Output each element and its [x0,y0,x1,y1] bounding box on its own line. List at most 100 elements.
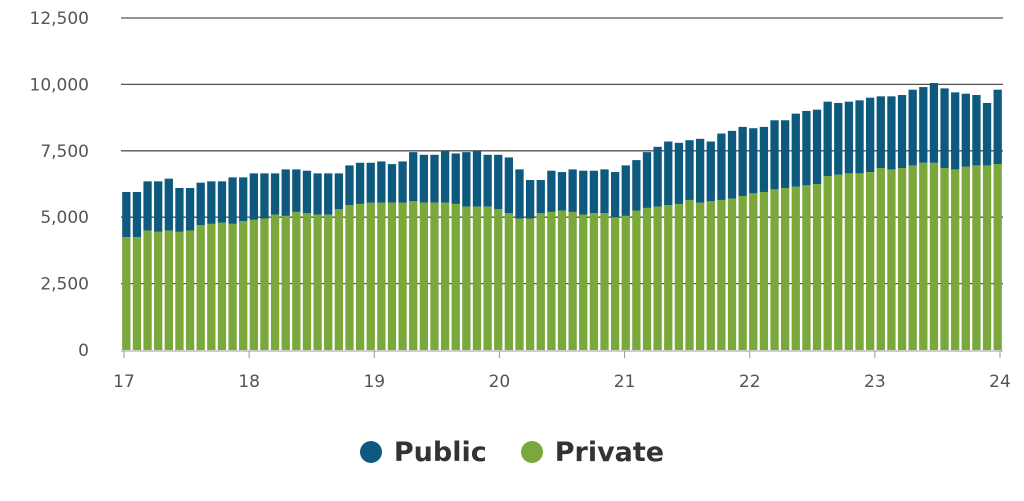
bar-private [972,165,981,350]
bar-private [908,165,917,350]
bar-public [982,102,992,166]
y-tick-label: 7,500 [40,142,89,162]
bar-private [366,202,375,350]
x-tick-label: 23 [864,372,886,392]
bar-private [207,223,216,350]
bar-private [664,205,673,350]
bar-private [770,189,779,350]
bar-private [653,206,662,350]
bar-private [472,206,482,350]
bar-private [504,213,514,350]
bar-private [749,193,758,350]
bar-private [525,218,535,350]
bar-public [685,140,694,200]
bar-private [196,225,205,350]
bar-public [217,181,227,223]
bar-private [844,173,854,350]
bar-private [355,203,365,350]
bar-public [632,160,641,211]
bar-private [600,213,609,350]
bar-public [419,154,428,203]
bar-private [515,218,524,350]
bar-public [292,169,301,212]
y-tick-label: 10,000 [30,75,89,95]
bar-public [175,187,184,232]
bar-private [462,206,471,350]
bar-private [249,219,258,350]
bar-public [366,162,375,203]
bar-public [313,173,322,215]
bar-private [132,237,142,350]
bar-private [706,201,715,350]
bar-public [132,191,142,238]
bar-public [547,170,556,212]
bar-private [217,222,227,350]
bar-public [579,170,588,215]
bar-private [951,169,960,350]
y-tick-label: 0 [78,341,89,361]
x-tick-label: 24 [989,372,1011,392]
bar-public [749,128,758,194]
bar-public [993,89,1002,165]
bar-private [823,176,832,350]
bar-public [270,173,280,215]
bar-public [355,162,365,204]
bar-public [919,87,928,163]
bar-private [802,185,811,350]
bar-public [345,165,354,206]
bar-public [834,102,843,175]
bar-public [770,120,779,190]
x-tick-label: 19 [363,372,385,392]
bar-private [929,162,939,350]
bar-private [866,172,875,350]
bar-public [302,170,312,214]
bar-public [589,170,599,214]
bar-private [887,169,896,350]
bar-private [324,214,333,350]
bar-private [345,205,354,350]
bar-public [664,141,673,206]
bar-private [557,210,567,350]
bar-public [504,157,514,214]
legend: Public Private [0,432,1024,472]
bar-public [430,154,439,203]
bar-private [696,202,705,350]
bar-private [483,206,492,350]
bar-public [823,101,832,177]
bar-public [940,88,949,169]
bar-public [621,165,630,216]
bar-private [791,186,800,350]
bar-private [759,191,769,350]
bar-private [387,202,397,350]
bar-public [897,95,907,169]
bar-public [855,100,864,174]
legend-private-label: Private [554,436,665,468]
bar-private [260,218,269,350]
bar-private [239,221,248,350]
bar-public [536,180,545,214]
bar-public [791,113,800,187]
bar-private [876,168,885,350]
bar-public [196,182,205,226]
bar-public [727,130,737,199]
bar-public [929,83,939,163]
bar-public [260,173,269,219]
bar-private [409,201,418,350]
bar-public [249,173,258,220]
bar-private [398,202,407,350]
bar-private [494,209,503,350]
bar-public [802,110,811,186]
bar-private [940,168,949,350]
bar-private [632,210,641,350]
bar-private [430,202,439,350]
bar-public [610,172,620,218]
bar-private [228,223,237,350]
bar-private [919,162,928,350]
bar-public [951,92,960,170]
x-tick-label: 17 [113,372,135,392]
bar-public [653,146,662,207]
bar-public [642,152,652,208]
bar-private [993,164,1002,350]
bar-public [557,172,567,211]
bar-private [982,165,992,350]
